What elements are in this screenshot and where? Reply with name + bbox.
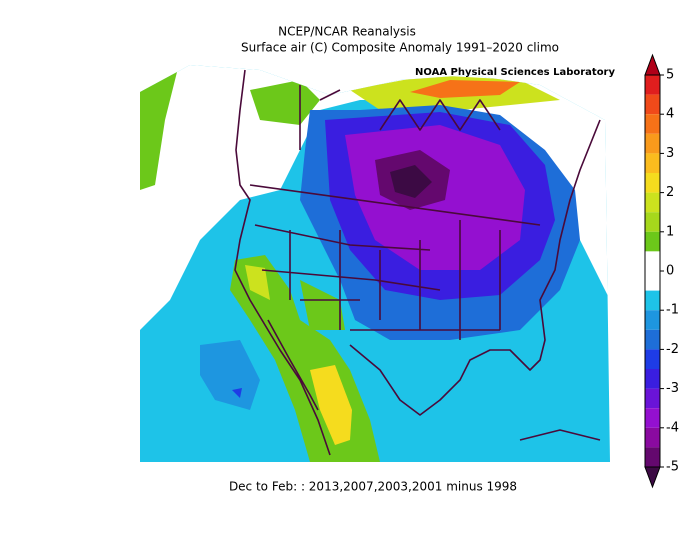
colorbar-segment (645, 212, 660, 232)
border (249, 184, 601, 441)
map (140, 65, 610, 462)
colorbar-segment (645, 271, 660, 291)
colorbar-segment (645, 310, 660, 330)
colorbar: 5 4 3 2 1 0 -1 -2 -3 -4 -5 (644, 53, 679, 489)
anomaly-fill (232, 388, 242, 398)
colorbar-tick-label: -3 (666, 381, 679, 396)
footer: Dec to Feb: : 2013,2007,2003,2001 minus … (229, 480, 517, 494)
colorbar-segment (645, 427, 660, 448)
colorbar-tick-label: -2 (666, 342, 679, 357)
colorbar-cap (644, 53, 661, 76)
colorbar-cap (644, 466, 661, 489)
lab-label: NOAA Physical Sciences Laboratory (415, 67, 616, 78)
colorbar-segment (645, 251, 660, 271)
anomaly-fill (200, 340, 260, 410)
anomaly-fill (250, 80, 320, 125)
colorbar-tick-label: 0 (666, 264, 674, 279)
colorbar-segment (645, 94, 660, 115)
colorbar-segment (645, 447, 660, 467)
colorbar-tick-label: -4 (666, 420, 679, 435)
colorbar-tick-label: 4 (666, 107, 674, 122)
coastline (234, 69, 601, 456)
anomaly-fill (310, 365, 352, 445)
subtitle: Surface air (C) Composite Anomaly 1991–2… (241, 41, 559, 55)
colorbar-segment (645, 408, 660, 428)
colorbar-tick-label: 2 (666, 185, 674, 200)
colorbar-segment (645, 290, 660, 311)
anomaly-fill (410, 80, 520, 98)
colorbar-segment (645, 231, 660, 252)
colorbar-segment (645, 349, 660, 369)
colorbar-tick-label: -5 (666, 460, 679, 475)
colorbar-segment (645, 133, 660, 154)
colorbar-segment (645, 388, 660, 409)
colorbar-tick-label: 3 (666, 146, 674, 161)
anomaly-fill (140, 65, 180, 190)
colorbar-segment (645, 173, 660, 193)
colorbar-segment (645, 114, 660, 134)
colorbar-segment (645, 75, 660, 95)
colorbar-segment (645, 153, 660, 173)
anomaly-fill (245, 265, 270, 300)
colorbar-segment (645, 369, 660, 389)
colorbar-segment (645, 329, 660, 350)
anomaly-fill (300, 280, 345, 330)
anomaly-fill (390, 165, 432, 198)
colorbar-tick-label: 1 (666, 224, 674, 239)
colorbar-tick-label: -1 (666, 303, 679, 318)
colorbar-tick-label: 5 (666, 68, 674, 83)
title: NCEP/NCAR Reanalysis (278, 25, 416, 39)
colorbar-segment (645, 192, 660, 213)
